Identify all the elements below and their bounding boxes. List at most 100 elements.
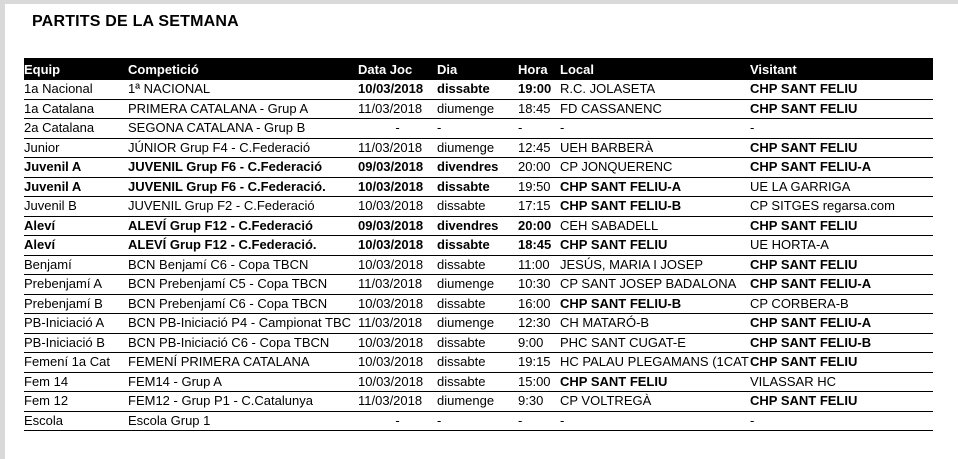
table-row: Juvenil B JUVENIL Grup F2 - C.Federació 10… [24, 196, 933, 217]
cell-competicio: FEMENÍ PRIMERA CATALANA [128, 352, 358, 373]
cell-equip: Fem 14 [24, 372, 128, 392]
cell-dia: dissabte [437, 177, 518, 197]
cell-dia: dissabte [437, 255, 518, 275]
cell-hora: 12:45 [518, 138, 560, 158]
cell-equip: 1a Catalana [24, 99, 128, 119]
table-row: Aleví ALEVÍ Grup F12 - C.Federació 09/03/2… [24, 216, 933, 236]
cell-competicio: JUVENIL Grup F6 - C.Federació [128, 157, 358, 178]
cell-dia: dissabte [437, 294, 518, 314]
cell-hora: 16:00 [518, 294, 560, 314]
table-row: 2a Catalana SEGONA CATALANA - Grup B----- [24, 118, 933, 139]
table-row: Benjamí BCN Benjamí C6 - Copa TBCN 10/03/2… [24, 255, 933, 275]
table-row: Femení 1a Cat FEMENÍ PRIMERA CATALANA 10/0… [24, 352, 933, 373]
cell-hora: 11:00 [518, 255, 560, 275]
table-row: Escola Escola Grup 1----- [24, 411, 933, 431]
cell-data_joc: 10/03/2018 [358, 352, 437, 373]
cell-data_joc: 10/03/2018 [358, 372, 437, 392]
column-header-competicio: Competició [128, 58, 358, 80]
cell-hora: 9:30 [518, 391, 560, 412]
cell-competicio: JUVENIL Grup F6 - C.Federació. [128, 177, 358, 197]
cell-visitant: CHP SANT FELIU-A [750, 274, 933, 295]
table-row: PB-Iniciació A BCN PB-Iniciació P4 - Camp… [24, 313, 933, 334]
cell-visitant: CHP SANT FELIU [750, 216, 933, 236]
cell-local: CEH SABADELL [560, 216, 750, 236]
cell-data_joc: 10/03/2018 [358, 255, 437, 275]
table-row: Juvenil A JUVENIL Grup F6 - C.Federació 09… [24, 157, 933, 178]
cell-equip: Prebenjamí B [24, 294, 128, 314]
cell-data_joc: 10/03/2018 [358, 80, 437, 100]
cell-data_joc: 10/03/2018 [358, 177, 437, 197]
cell-competicio: JUVENIL Grup F2 - C.Federació [128, 196, 358, 217]
table-row: PB-Iniciació B BCN PB-Iniciació C6 - Copa… [24, 333, 933, 353]
column-header-dia: Dia [437, 58, 518, 80]
cell-visitant: CHP SANT FELIU-B [750, 333, 933, 353]
cell-data_joc: - [358, 411, 437, 431]
cell-local: CP VOLTREGÀ [560, 391, 750, 412]
cell-data_joc: 09/03/2018 [358, 157, 437, 178]
table-header-row: Equip Competició Data Joc Dia Hora Local Visit… [24, 58, 933, 80]
cell-dia: - [437, 411, 518, 431]
cell-competicio: BCN PB-Iniciació C6 - Copa TBCN [128, 333, 358, 353]
cell-local: R.C. JOLASETA [560, 80, 750, 100]
cell-visitant: CP SITGES regarsa.com [750, 196, 933, 217]
cell-dia: diumenge [437, 274, 518, 295]
cell-data_joc: 11/03/2018 [358, 138, 437, 158]
cell-competicio: ALEVÍ Grup F12 - C.Federació [128, 216, 358, 236]
cell-equip: 2a Catalana [24, 118, 128, 139]
cell-local: CHP SANT FELIU-B [560, 294, 750, 314]
cell-visitant: CHP SANT FELIU-A [750, 313, 933, 334]
cell-local: UEH BARBERÀ [560, 138, 750, 158]
cell-competicio: ALEVÍ Grup F12 - C.Federació. [128, 235, 358, 256]
cell-data_joc: 11/03/2018 [358, 391, 437, 412]
cell-local: CP JONQUERENC [560, 157, 750, 178]
cell-local: PHC SANT CUGAT-E [560, 333, 750, 353]
cell-equip: Benjamí [24, 255, 128, 275]
cell-data_joc: 11/03/2018 [358, 99, 437, 119]
cell-equip: Juvenil A [24, 157, 128, 178]
cell-local: - [560, 411, 750, 431]
cell-competicio: SEGONA CATALANA - Grup B [128, 118, 358, 139]
table-row: Prebenjamí A BCN Prebenjamí C5 - Copa TBC… [24, 274, 933, 295]
table-row: Fem 14 FEM14 - Grup A 10/03/2018 dissabte 15… [24, 372, 933, 392]
cell-dia: dissabte [437, 333, 518, 353]
cell-dia: diumenge [437, 138, 518, 158]
cell-visitant: - [750, 118, 933, 139]
cell-hora: 18:45 [518, 235, 560, 256]
table-body: 1a Nacional 1ª NACIONAL 10/03/2018 dissabte… [24, 80, 933, 431]
cell-dia: diumenge [437, 391, 518, 412]
cell-competicio: JÚNIOR Grup F4 - C.Federació [128, 138, 358, 158]
cell-visitant: CHP SANT FELIU-A [750, 157, 933, 178]
cell-competicio: BCN PB-Iniciació P4 - Campionat TBC [128, 313, 358, 334]
cell-dia: dissabte [437, 196, 518, 217]
cell-hora: - [518, 118, 560, 139]
cell-data_joc: 11/03/2018 [358, 274, 437, 295]
cell-equip: 1a Nacional [24, 80, 128, 100]
cell-hora: 12:30 [518, 313, 560, 334]
cell-local: JESÚS, MARIA I JOSEP [560, 255, 750, 275]
cell-data_joc: 10/03/2018 [358, 235, 437, 256]
cell-equip: Aleví [24, 216, 128, 236]
cell-visitant: CHP SANT FELIU [750, 80, 933, 100]
cell-visitant: UE LA GARRIGA [750, 177, 933, 197]
table-row: Junior JÚNIOR Grup F4 - C.Federació 11/03/… [24, 138, 933, 158]
cell-dia: divendres [437, 216, 518, 236]
cell-dia: dissabte [437, 372, 518, 392]
cell-competicio: FEM14 - Grup A [128, 372, 358, 392]
cell-hora: - [518, 411, 560, 431]
cell-hora: 20:00 [518, 157, 560, 178]
cell-dia: dissabte [437, 235, 518, 256]
cell-competicio: PRIMERA CATALANA - Grup A [128, 99, 358, 119]
cell-hora: 15:00 [518, 372, 560, 392]
cell-data_joc: 10/03/2018 [358, 196, 437, 217]
table-row: 1a Nacional 1ª NACIONAL 10/03/2018 dissabte… [24, 80, 933, 100]
cell-local: CHP SANT FELIU-B [560, 196, 750, 217]
cell-dia: diumenge [437, 99, 518, 119]
cell-equip: Femení 1a Cat [24, 352, 128, 373]
cell-hora: 17:15 [518, 196, 560, 217]
cell-dia: diumenge [437, 313, 518, 334]
cell-visitant: CHP SANT FELIU [750, 99, 933, 119]
table-row: Prebenjamí B BCN Prebenjamí C6 - Copa TBC… [24, 294, 933, 314]
page-title: PARTITS DE LA SETMANA [32, 13, 239, 30]
cell-visitant: CHP SANT FELIU [750, 391, 933, 412]
